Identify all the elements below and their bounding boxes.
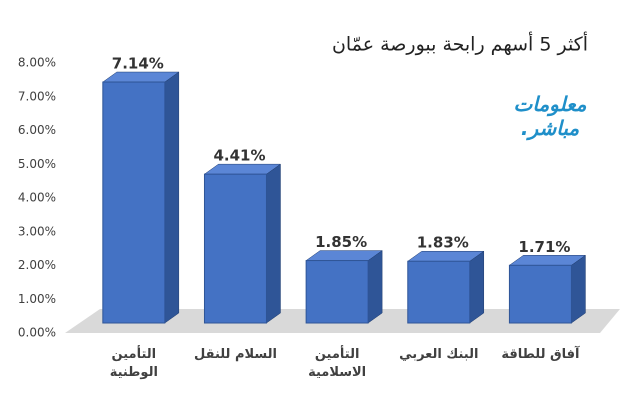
y-tick-label: 8.00% bbox=[18, 56, 56, 70]
bar bbox=[305, 260, 369, 324]
bar bbox=[203, 173, 267, 324]
y-tick-label: 6.00% bbox=[18, 123, 56, 137]
bar-side bbox=[164, 71, 180, 324]
y-tick-label: 0.00% bbox=[18, 326, 56, 340]
y-tick-label: 2.00% bbox=[18, 258, 56, 272]
y-tick-label: 4.00% bbox=[18, 191, 56, 205]
x-tick-label: آفاق للطاقة bbox=[501, 347, 580, 362]
value-label: 1.71% bbox=[518, 238, 570, 256]
bar-side bbox=[469, 250, 485, 324]
value-label: 1.85% bbox=[315, 233, 367, 251]
logo-line: معلومات bbox=[513, 92, 587, 116]
x-tick-label: السلام للنقل bbox=[193, 347, 277, 362]
bar-side bbox=[266, 163, 281, 324]
x-tick-label: التأمين الاسلامية bbox=[308, 347, 367, 380]
bar bbox=[407, 260, 471, 324]
bar-side bbox=[571, 254, 586, 324]
y-tick-label: 3.00% bbox=[18, 224, 56, 238]
x-tick-label: التأمين الوطنية bbox=[109, 347, 158, 380]
logo: معلومات مباشر. bbox=[505, 92, 595, 140]
y-tick-label: 5.00% bbox=[18, 157, 56, 171]
x-tick-label: البنك العربي bbox=[399, 347, 479, 362]
value-label: 7.14% bbox=[112, 55, 164, 73]
bar bbox=[102, 81, 166, 324]
value-label: 1.83% bbox=[417, 234, 469, 252]
bar bbox=[508, 264, 572, 324]
value-label: 4.41% bbox=[213, 147, 265, 165]
logo-line: مباشر. bbox=[520, 116, 580, 140]
bar-side bbox=[367, 250, 383, 324]
y-tick-label: 1.00% bbox=[18, 292, 56, 306]
y-tick-label: 7.00% bbox=[18, 89, 56, 103]
chart-title: أكثر 5 أسهم رابحة ببورصة عمّان bbox=[332, 32, 588, 56]
